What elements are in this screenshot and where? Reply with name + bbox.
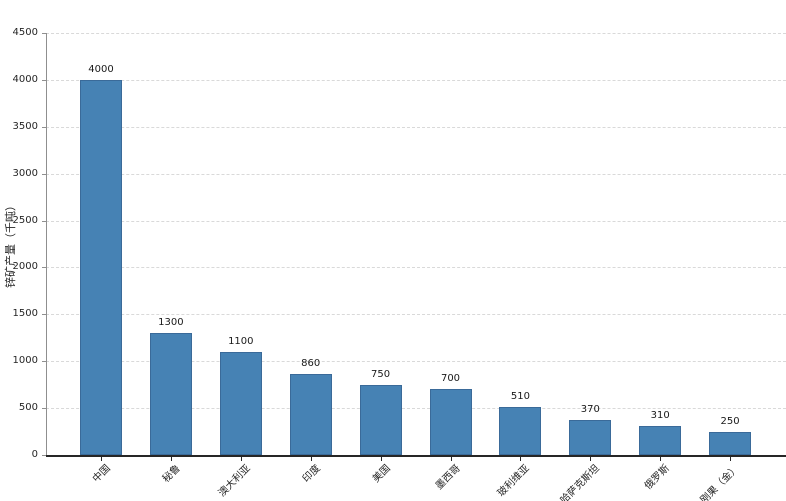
bar [289,374,332,455]
bar-value-label: 860 [301,358,321,370]
bar-value-label: 750 [371,368,391,380]
x-axis-spine [46,455,786,457]
gridline [46,361,786,363]
x-tick-label: 墨西哥 [433,463,463,492]
gridline [46,267,786,269]
y-tick [42,267,46,269]
x-tick-label: 哈萨克斯坦 [558,463,603,501]
y-tick [42,408,46,410]
y-tick-label: 4000 [12,73,38,85]
x-tick [310,456,312,461]
x-tick-label: 中国 [90,463,113,485]
y-tick [42,455,46,456]
y-tick [42,220,46,222]
bar-value-label: 700 [440,373,461,385]
x-tick-label: 秘鲁 [160,463,183,485]
y-tick-label: 500 [18,402,38,414]
bar [219,351,262,455]
bar [149,333,192,455]
gridline [46,173,786,175]
x-tick [380,456,382,461]
y-tick-label: 2500 [12,214,38,226]
x-tick [730,456,732,461]
x-tick-label: 玻利维亚 [496,463,533,500]
gridline [46,126,786,128]
x-tick [170,456,172,461]
bar [639,425,682,455]
bar [80,79,122,455]
y-tick-label: 3500 [12,120,38,132]
bar [429,389,472,455]
x-tick-label: 澳大利亚 [216,463,253,500]
bar [709,431,752,455]
y-tick-label: 0 [31,449,38,460]
x-tick [240,456,242,461]
x-tick [590,456,592,461]
y-tick-label: 4500 [12,27,38,38]
y-tick [42,126,46,128]
x-tick [520,456,522,461]
y-tick [42,361,46,363]
bar-value-label: 310 [650,409,670,421]
y-tick-label: 1500 [12,308,38,320]
gridline [46,33,786,34]
gridline [46,79,786,81]
gridline [46,408,786,410]
y-tick [42,173,46,175]
bar [499,407,542,455]
bar-value-label: 510 [510,391,530,403]
y-tick [42,314,46,316]
gridline [46,314,786,316]
gridline [46,220,786,222]
bar-value-label: 1100 [228,335,254,347]
x-tick-label: 俄罗斯 [642,463,672,492]
y-tick-label: 2000 [12,261,38,273]
x-tick [450,456,452,461]
x-tick [660,456,662,461]
bar-value-label: 250 [720,415,740,427]
bar-value-label: 1300 [158,317,184,329]
x-tick-label: 刚果（金） [698,463,742,501]
bar [359,384,402,455]
y-tick [42,79,46,81]
bar-value-label: 4000 [88,63,114,75]
y-tick-label: 3000 [12,167,38,179]
y-axis-spine [46,33,47,455]
bar [569,420,612,455]
bar-value-label: 370 [580,404,600,416]
x-tick [101,456,102,461]
x-tick-label: 印度 [300,463,323,485]
x-tick-label: 美国 [370,463,393,485]
y-tick [42,33,46,34]
y-tick-label: 1000 [12,355,38,367]
